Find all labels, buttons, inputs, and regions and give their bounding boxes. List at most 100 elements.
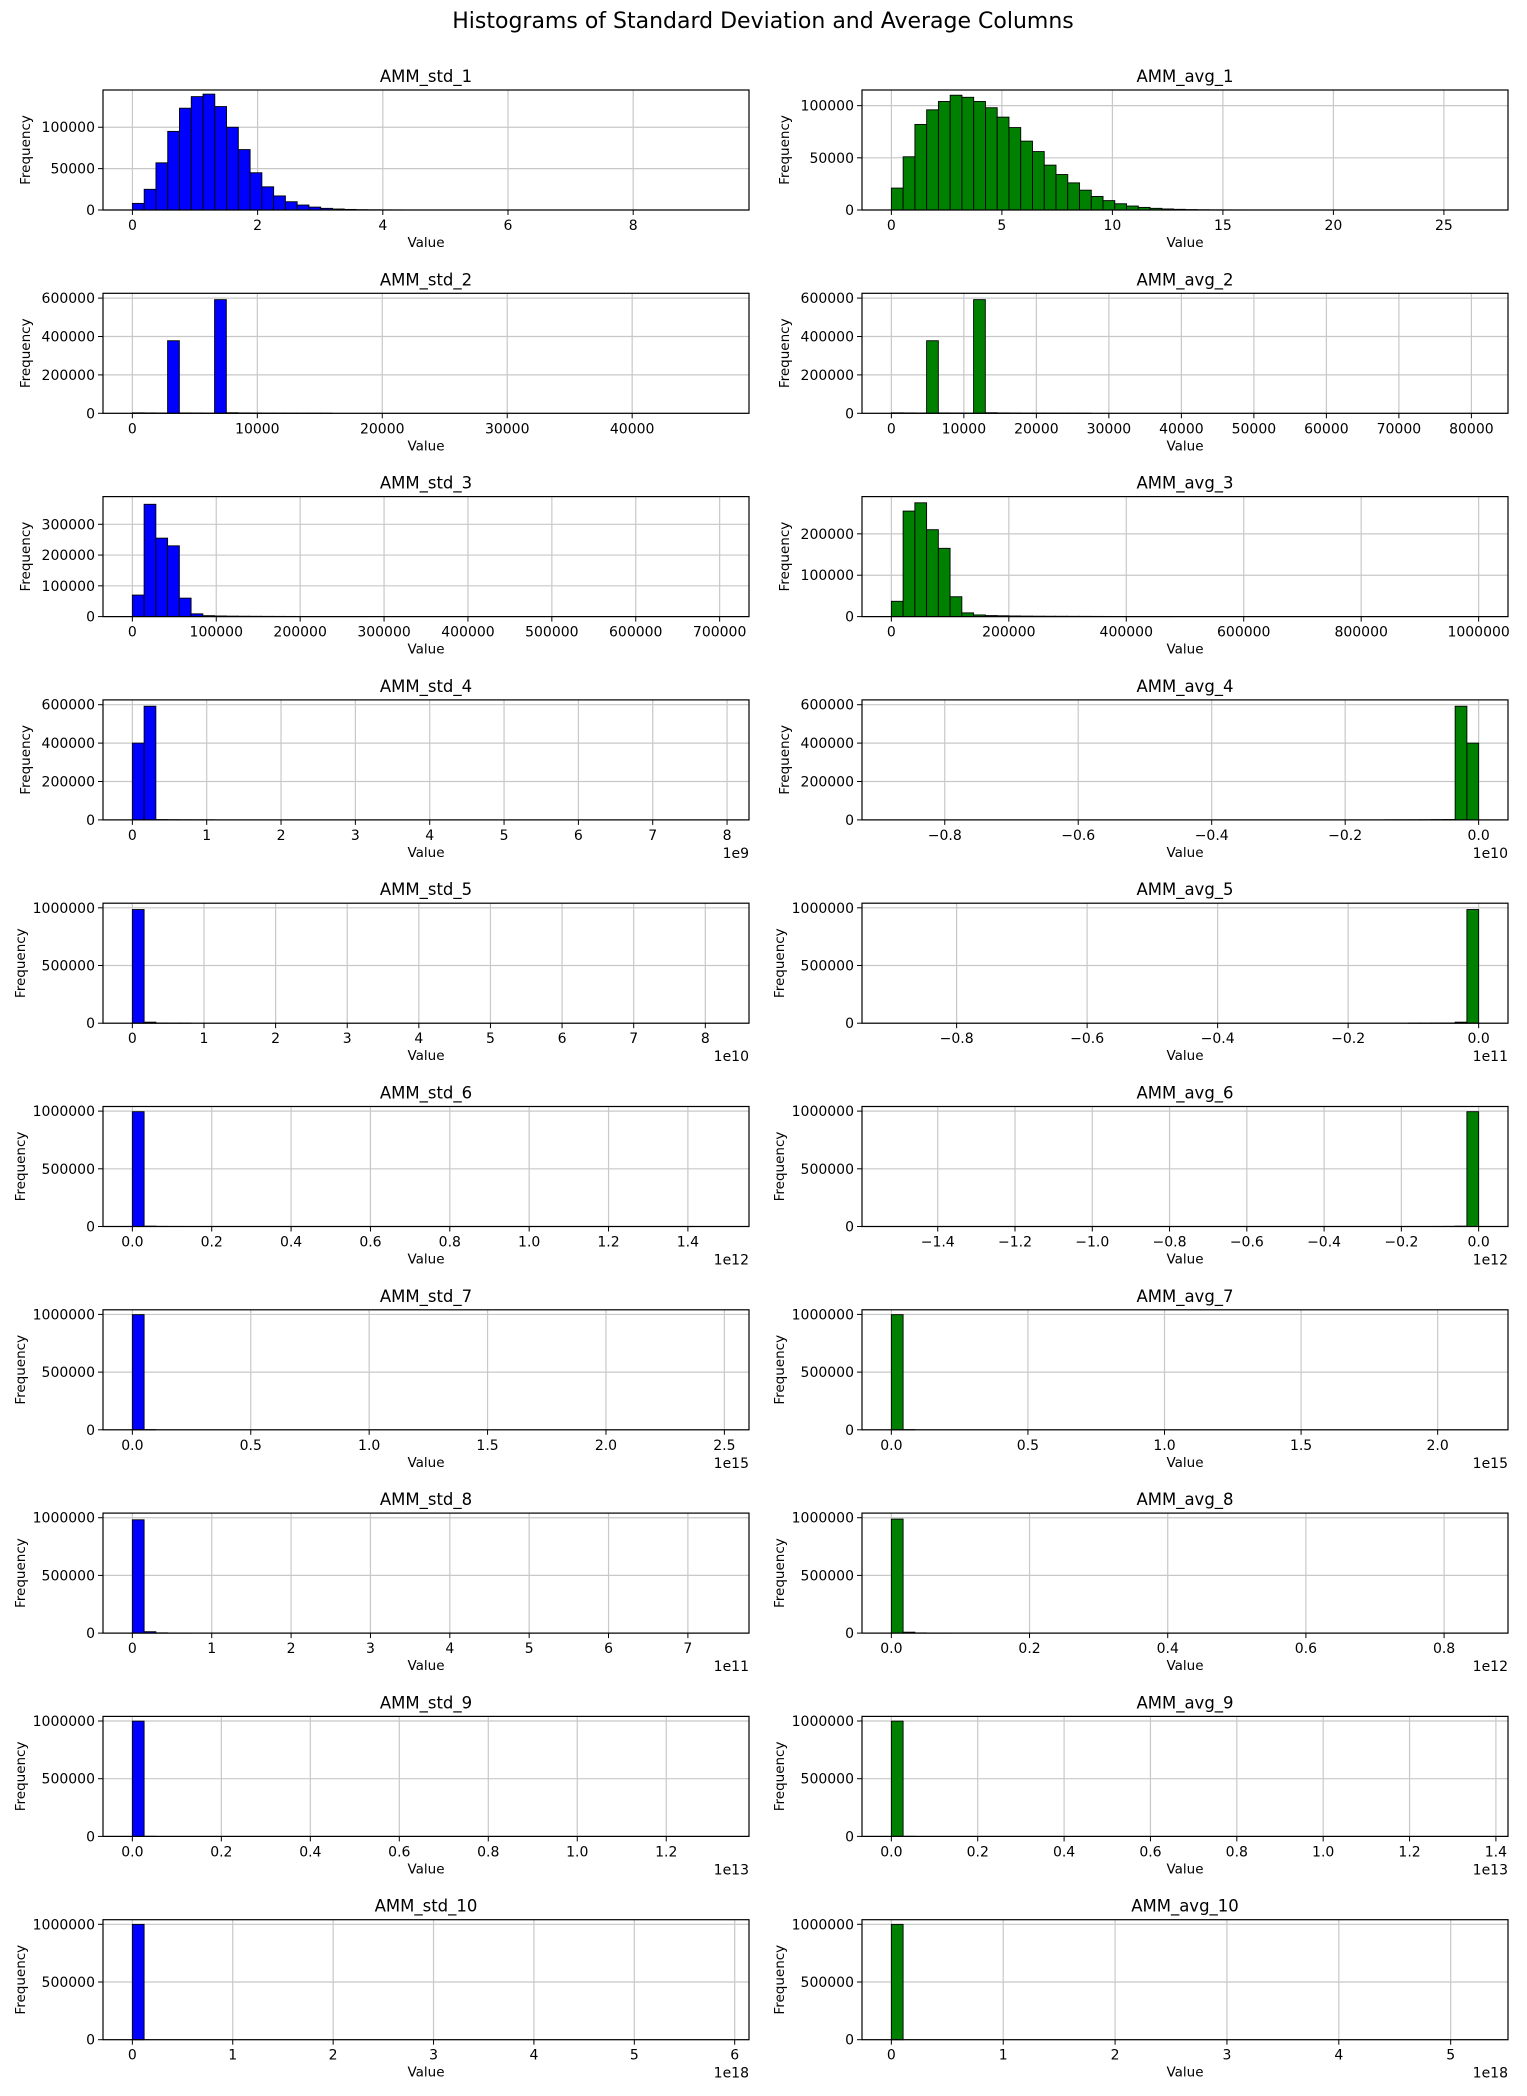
histogram-bars [890, 1923, 904, 2041]
x-axis-offset-text: 1e18 [1473, 2066, 1508, 2082]
x-tick-label: 300000 [357, 625, 410, 641]
x-tick-label: 1.5 [476, 1438, 498, 1454]
histogram-bar [214, 299, 227, 414]
x-axis-label: Value [1166, 1861, 1203, 1877]
y-tick-label: 1000000 [792, 901, 854, 917]
histogram-bar [1008, 127, 1022, 211]
y-tick-label: 0 [86, 1423, 95, 1439]
x-tick-label: 7 [648, 828, 657, 844]
x-tick-label: 50000 [1232, 421, 1277, 437]
y-axis-label: Frequency [777, 318, 793, 388]
x-tick-label: 0.0 [1468, 828, 1490, 844]
x-tick-label: 6 [504, 218, 513, 234]
x-tick-label: 0.4 [1053, 1844, 1075, 1860]
y-tick-label: 0 [86, 406, 95, 422]
histogram-bar [1079, 189, 1092, 211]
x-tick-label: 1 [999, 2048, 1008, 2064]
histogram-bar [890, 1314, 904, 1431]
y-axis-label: Frequency [18, 522, 34, 592]
y-tick-label: 1000000 [33, 1511, 95, 1527]
y-axis-label: Frequency [13, 1945, 29, 2015]
y-axis-label: Frequency [18, 725, 34, 795]
subplot-amm-avg-8: AMM_avg_8 0.0 0.2 0.4 0.6 0.8 0 500000 1000000 Va… [772, 1490, 1509, 1675]
subplot-title: AMM_std_7 [380, 1287, 472, 1307]
x-tick-label: −1.2 [998, 1235, 1032, 1251]
axes-frame [102, 1105, 750, 1228]
y-axis-label: Frequency [772, 1538, 788, 1608]
subplot-title: AMM_avg_5 [1136, 880, 1233, 900]
y-tick-label: 0 [845, 1016, 854, 1032]
y-tick-label: 300000 [42, 517, 95, 533]
x-tick-label: 0.8 [1226, 1844, 1248, 1860]
y-tick-label: 500000 [42, 959, 95, 975]
y-tick-label: 0 [86, 2033, 95, 2049]
subplot-amm-avg-3: AMM_avg_3 0 200000 400000 600000 800000 100000… [777, 474, 1510, 658]
subplot-title: AMM_std_5 [380, 880, 472, 900]
axes-frame [102, 699, 750, 821]
y-tick-label: 0 [86, 610, 95, 626]
y-axis-label: Frequency [777, 522, 793, 592]
histogram-bar [1055, 174, 1069, 211]
x-axis-offset-text: 1e12 [1473, 1659, 1508, 1675]
histogram-bar [926, 340, 939, 414]
x-tick-label: 0 [128, 828, 137, 844]
x-tick-label: 0.4 [280, 1235, 302, 1251]
x-tick-label: 20000 [360, 421, 405, 437]
axes-frame [861, 89, 1509, 211]
histogram-bar [902, 510, 916, 618]
histogram-bar [1466, 909, 1480, 1024]
x-tick-label: 8 [629, 218, 638, 234]
x-tick-label: 8 [701, 1031, 710, 1047]
x-tick-label: 0 [128, 2048, 137, 2064]
x-tick-label: −0.2 [1384, 1235, 1418, 1251]
histogram-bar [890, 1720, 904, 1837]
y-axis-label: Frequency [777, 115, 793, 185]
axes-frame [861, 496, 1509, 618]
histogram-bar [937, 101, 951, 211]
x-tick-label: 0.0 [1468, 1235, 1490, 1251]
x-tick-label: 0.0 [880, 1844, 902, 1860]
x-tick-label: 0.4 [1157, 1641, 1179, 1657]
x-tick-label: 0.5 [240, 1438, 262, 1454]
x-axis-offset-text: 1e10 [1473, 846, 1508, 862]
x-tick-label: 4 [425, 828, 434, 844]
y-tick-label: 0 [845, 813, 854, 829]
x-tick-label: 1.4 [1485, 1844, 1507, 1860]
x-tick-label: 0.6 [1139, 1844, 1161, 1860]
histogram-bar [890, 187, 904, 211]
x-axis-label: Value [407, 1455, 444, 1471]
axes-frame [102, 1512, 750, 1634]
subplot-title: AMM_avg_9 [1136, 1693, 1233, 1713]
y-tick-label: 400000 [42, 736, 95, 752]
histogram-bar [949, 94, 963, 211]
subplot-amm-std-7: AMM_std_7 0.0 0.5 1.0 1.5 2.0 2.5 0 500000 100000… [13, 1287, 750, 1472]
x-tick-label: 1 [207, 1641, 216, 1657]
x-axis-label: Value [1166, 642, 1203, 658]
histogram-bar [131, 1111, 145, 1227]
histogram-bar [1020, 140, 1033, 211]
x-tick-label: 1.5 [1290, 1438, 1312, 1454]
histogram-bar [179, 107, 192, 211]
histogram-bars [131, 1923, 145, 2041]
y-tick-label: 500000 [801, 1162, 854, 1178]
y-tick-label: 200000 [801, 368, 854, 384]
histogram-bar [1090, 195, 1104, 211]
subplot-amm-std-3: AMM_std_3 0 100000 200000 300000 400000 500000… [18, 474, 750, 658]
x-axis-label: Value [1166, 1455, 1203, 1471]
x-tick-label: 4 [445, 1641, 454, 1657]
y-tick-label: 400000 [801, 736, 854, 752]
axes-frame [861, 699, 1509, 821]
axes-frame [861, 1919, 1509, 2041]
y-tick-label: 500000 [801, 1975, 854, 1991]
x-tick-label: 25 [1435, 218, 1453, 234]
subplot-amm-avg-1: AMM_avg_1 0 5 10 15 20 25 0 50000 100000 Value Freq… [777, 67, 1509, 251]
histogram-bar [1454, 705, 1468, 821]
x-tick-label: 70000 [1377, 421, 1422, 437]
y-axis-label: Frequency [772, 928, 788, 998]
x-axis-label: Value [407, 438, 444, 454]
histogram-bar [155, 537, 169, 618]
x-tick-label: 1.2 [655, 1844, 677, 1860]
axes-frame [102, 292, 750, 414]
subplot-title: AMM_avg_8 [1136, 1490, 1233, 1510]
x-axis-label: Value [1166, 438, 1203, 454]
